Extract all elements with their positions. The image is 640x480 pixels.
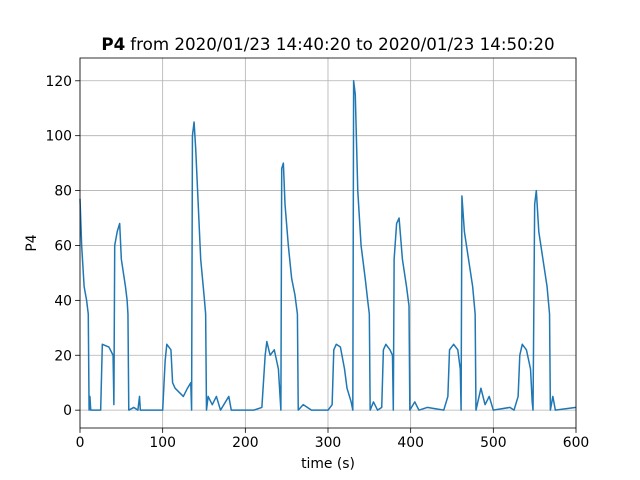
x-tick-label: 100 [149, 435, 176, 451]
y-tick-label: 20 [54, 348, 72, 364]
y-tick-label: 0 [63, 403, 72, 419]
x-axis-label: time (s) [301, 456, 355, 472]
x-tick-label: 200 [232, 435, 259, 451]
grid [79, 58, 577, 428]
title-bold: P4 [101, 34, 125, 54]
x-tick-label: 300 [315, 435, 342, 451]
x-tick-label: 600 [563, 435, 590, 451]
y-tick-label: 120 [45, 74, 72, 90]
y-tick-label: 100 [45, 129, 72, 145]
x-tick-label: 400 [397, 435, 424, 451]
y-tick-label: 60 [54, 238, 72, 254]
y-axis-label: P4 [24, 234, 40, 251]
y-tick-label: 80 [54, 184, 72, 200]
x-tick-label: 0 [76, 435, 85, 451]
title-rest: from 2020/01/23 14:40:20 to 2020/01/23 1… [130, 34, 554, 54]
y-tick-label: 40 [54, 293, 72, 309]
ticks: 0 100 200 300 400 500 600 0 20 40 60 80 100 120 [45, 74, 589, 451]
plot [79, 80, 577, 411]
chart-title: P4 from 2020/01/23 14:40:20 to 2020/01/23… [101, 34, 554, 54]
data-line [79, 80, 577, 411]
x-tick-label: 500 [480, 435, 507, 451]
